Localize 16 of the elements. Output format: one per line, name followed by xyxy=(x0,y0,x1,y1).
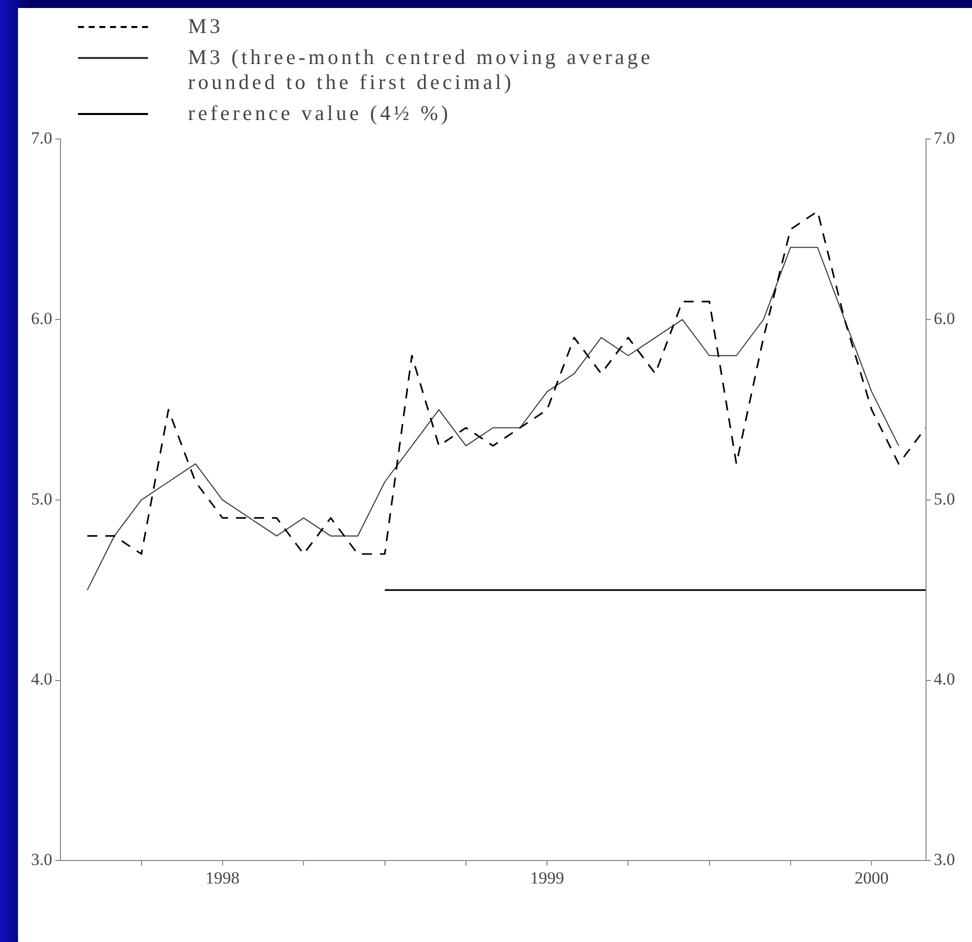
legend-label: M3 xyxy=(188,14,224,39)
x-tick-label: 2000 xyxy=(854,868,889,888)
y-tick-label: 3.0 xyxy=(31,850,52,870)
legend-label: reference value (4½ %) xyxy=(188,101,452,126)
y-tick-label: 6.0 xyxy=(31,309,52,328)
y2-tick-label: 4.0 xyxy=(934,670,955,689)
y-tick-label: 4.0 xyxy=(31,670,52,689)
x-tick-label: 1999 xyxy=(530,868,564,888)
y-tick-label: 5.0 xyxy=(31,489,52,508)
y2-tick-label: 3.0 xyxy=(934,850,955,870)
y2-tick-label: 7.0 xyxy=(934,128,955,148)
x-tick-label: 1998 xyxy=(206,868,240,888)
y-tick-label: 7.0 xyxy=(31,128,52,148)
legend-label: M3 (three-month centred moving average rounded to the first decimal) xyxy=(188,45,654,95)
y2-tick-label: 5.0 xyxy=(934,489,955,508)
y2-tick-label: 6.0 xyxy=(934,309,955,328)
